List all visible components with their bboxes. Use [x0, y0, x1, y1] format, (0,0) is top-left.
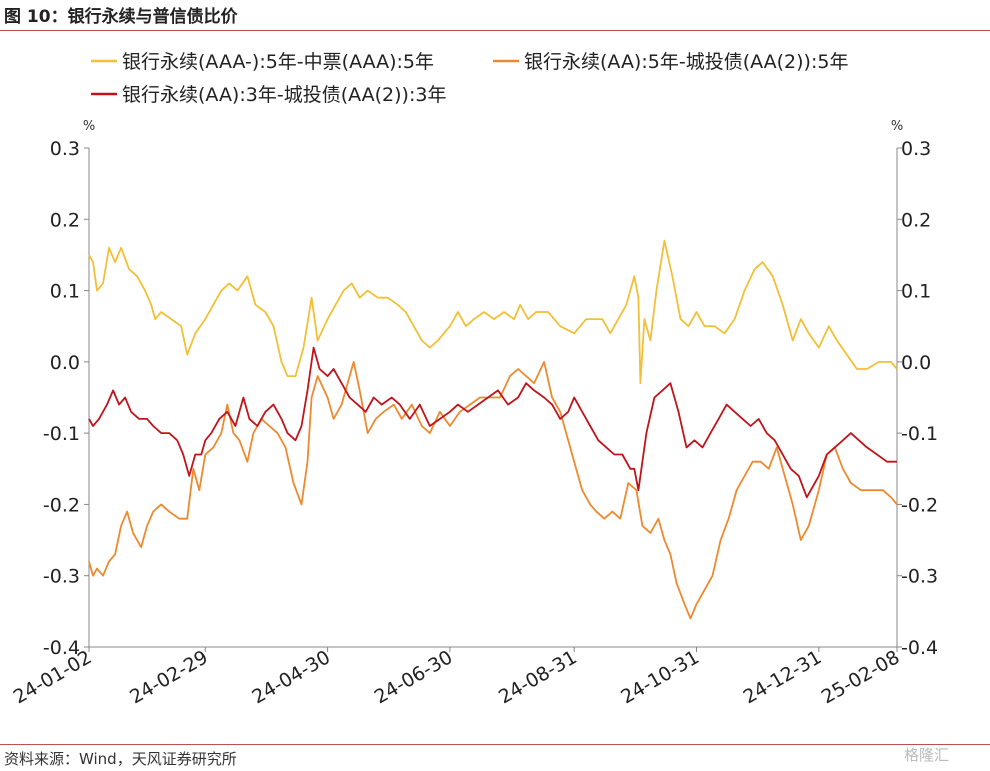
x-tick-label: 24-04-30	[248, 646, 334, 708]
right-y-tick-label: -0.2	[901, 494, 938, 516]
right-y-tick-label: -0.4	[901, 637, 938, 659]
left-y-tick-label: -0.1	[43, 423, 80, 445]
right-y-tick-label: 0.0	[901, 352, 931, 374]
legend-label-2: 银行永续(AA):5年-城投债(AA(2)):5年	[524, 51, 848, 73]
chart-legend: 银行永续(AAA-):5年-中票(AAA):5年 银行永续(AA):5年-城投债(…	[91, 51, 848, 106]
left-axis-unit: %	[83, 119, 95, 134]
legend-label-3: 银行永续(AA):3年-城投债(AA(2)):3年	[122, 84, 446, 106]
x-tick-label: 24-06-30	[371, 646, 457, 708]
left-y-tick-label: 0.0	[50, 352, 80, 374]
chart-axes: % %0.3 0.30.2 0.20.1 0.10.0 0.0-0.1 -0.1-0.2 -0…	[10, 119, 938, 708]
footer-divider	[0, 744, 990, 745]
line-chart: 银行永续(AAA-):5年-中票(AAA):5年 银行永续(AA):5年-城投债(…	[10, 51, 938, 708]
watermark-logo: 格隆汇	[904, 746, 950, 764]
legend-label-1: 银行永续(AAA-):5年-中票(AAA):5年	[122, 51, 434, 73]
left-y-tick-label: -0.4	[43, 637, 80, 659]
x-tick-label: 24-12-31	[740, 646, 826, 708]
series-line-3	[88, 346, 897, 499]
x-tick-label: 25-02-08	[818, 646, 904, 708]
x-tick-label: 24-08-31	[495, 646, 581, 708]
right-y-tick-label: 0.3	[901, 138, 931, 160]
figure-title: 图 10：银行永续与普信债比价	[4, 7, 238, 27]
left-y-tick-label: -0.3	[43, 566, 80, 588]
left-y-tick-label: -0.2	[43, 494, 80, 516]
series-line-1	[88, 239, 898, 385]
x-tick-label: 24-02-29	[126, 646, 212, 708]
right-y-tick-label: -0.3	[901, 566, 938, 588]
right-y-tick-label: 0.2	[901, 209, 931, 231]
left-y-tick-label: 0.2	[50, 209, 80, 231]
chart-plot-area	[88, 239, 898, 620]
right-y-tick-label: 0.1	[901, 281, 931, 303]
source-note: 资料来源：Wind，天风证券研究所	[4, 750, 237, 768]
title-divider	[0, 30, 990, 31]
left-y-tick-label: 0.1	[50, 281, 80, 303]
right-y-tick-label: -0.1	[901, 423, 938, 445]
x-tick-label: 24-10-31	[617, 646, 703, 708]
series-line-2	[88, 361, 898, 620]
right-axis-unit: %	[891, 119, 903, 134]
left-y-tick-label: 0.3	[50, 138, 80, 160]
